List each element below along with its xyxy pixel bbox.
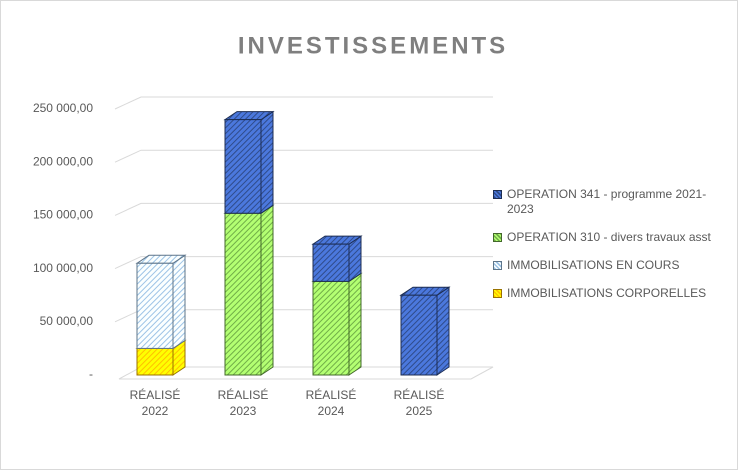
bar-side bbox=[260, 110, 274, 215]
legend-label: IMMOBILISATIONS EN COURS bbox=[507, 258, 680, 272]
chart-title: INVESTISSEMENTS bbox=[238, 32, 508, 59]
legend-item: IMMOBILISATIONS CORPORELLES bbox=[493, 286, 725, 301]
legend-item: IMMOBILISATIONS EN COURS bbox=[493, 258, 725, 273]
legend-label: OPERATION 310 - divers travaux asst bbox=[507, 230, 711, 244]
x-tick-label: RÉALISÉ 2024 bbox=[306, 387, 357, 418]
y-tick-label: 100 000,00 bbox=[33, 261, 93, 275]
bar bbox=[136, 262, 174, 349]
x-tick-label: RÉALISÉ 2025 bbox=[394, 387, 445, 418]
y-tick-label: 150 000,00 bbox=[33, 208, 93, 222]
x-tick-label: RÉALISÉ 2023 bbox=[218, 387, 269, 418]
y-tick-label: 50 000,00 bbox=[40, 314, 94, 328]
bar-side bbox=[260, 204, 274, 376]
x-tick-label: RÉALISÉ 2022 bbox=[130, 387, 181, 418]
legend: OPERATION 341 - programme 2021-2023 OPERA… bbox=[493, 187, 725, 314]
bar bbox=[312, 280, 350, 376]
bar bbox=[400, 294, 438, 376]
bar-side bbox=[172, 254, 186, 350]
floor bbox=[118, 366, 494, 380]
bar bbox=[224, 119, 262, 214]
legend-label: IMMOBILISATIONS CORPORELLES bbox=[507, 286, 707, 300]
grid-line bbox=[114, 202, 493, 216]
bar-side bbox=[436, 286, 450, 376]
legend-label: OPERATION 341 - programme 2021-2023 bbox=[507, 187, 707, 216]
bar bbox=[312, 243, 350, 282]
bar-side bbox=[348, 272, 362, 376]
bar bbox=[224, 212, 262, 376]
y-tick-label: - bbox=[89, 367, 93, 381]
legend-swatch bbox=[493, 190, 502, 199]
y-tick-label: 250 000,00 bbox=[33, 101, 93, 115]
legend-swatch bbox=[493, 289, 502, 298]
legend-item: OPERATION 341 - programme 2021-2023 bbox=[493, 187, 725, 217]
grid-line bbox=[114, 96, 493, 110]
legend-swatch bbox=[493, 261, 502, 270]
grid-line bbox=[114, 149, 493, 163]
legend-swatch bbox=[493, 233, 502, 242]
y-tick-label: 200 000,00 bbox=[33, 154, 93, 168]
legend-item: OPERATION 310 - divers travaux asst bbox=[493, 230, 725, 245]
grid-line bbox=[114, 256, 493, 270]
bar bbox=[136, 347, 174, 376]
